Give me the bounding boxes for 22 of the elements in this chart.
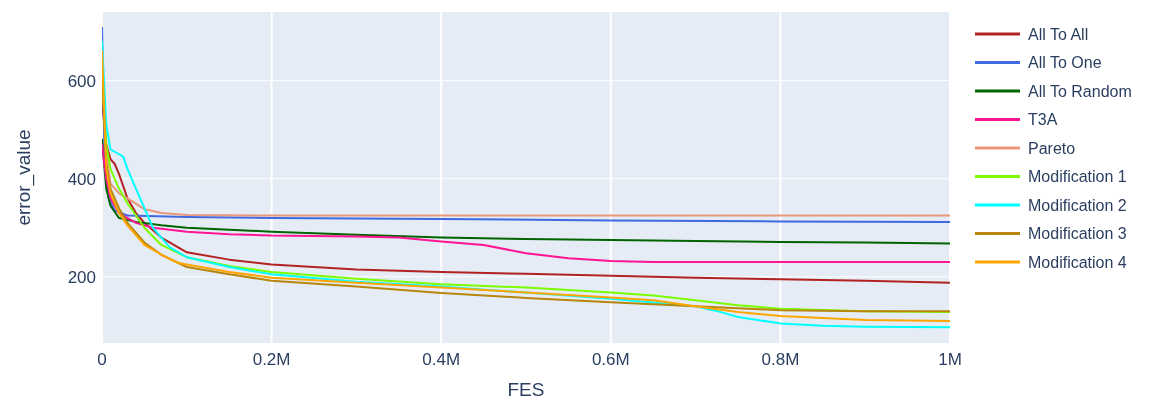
- line-series: [102, 138, 950, 245]
- legend-label: All To Random: [1028, 82, 1132, 100]
- y-tick-label: 200: [67, 267, 96, 287]
- y-axis-title: error_value: [13, 129, 35, 226]
- x-tick-label: 0.4M: [422, 350, 461, 369]
- line-series: [102, 143, 950, 264]
- x-axis-title: FES: [507, 379, 545, 400]
- legend-label: T3A: [1028, 111, 1058, 129]
- x-tick-label: 1M: [938, 350, 962, 369]
- x-tick-label: 0.6M: [591, 350, 630, 369]
- x-tick-label: 0.8M: [761, 350, 800, 369]
- legend-label: Pareto: [1028, 139, 1076, 157]
- legend-label: Modification 3: [1028, 225, 1127, 243]
- y-tick-label: 400: [67, 169, 96, 189]
- legend-label: Modification 4: [1028, 253, 1127, 271]
- legend-label: All To One: [1028, 54, 1102, 72]
- legend-label: All To All: [1028, 25, 1089, 43]
- legend-label: Modification 2: [1028, 196, 1127, 214]
- x-tick-label: 0: [97, 350, 107, 369]
- y-tick-label: 600: [67, 71, 96, 91]
- x-tick-label: 0.2M: [252, 350, 291, 369]
- legend-label: Modification 1: [1028, 168, 1127, 186]
